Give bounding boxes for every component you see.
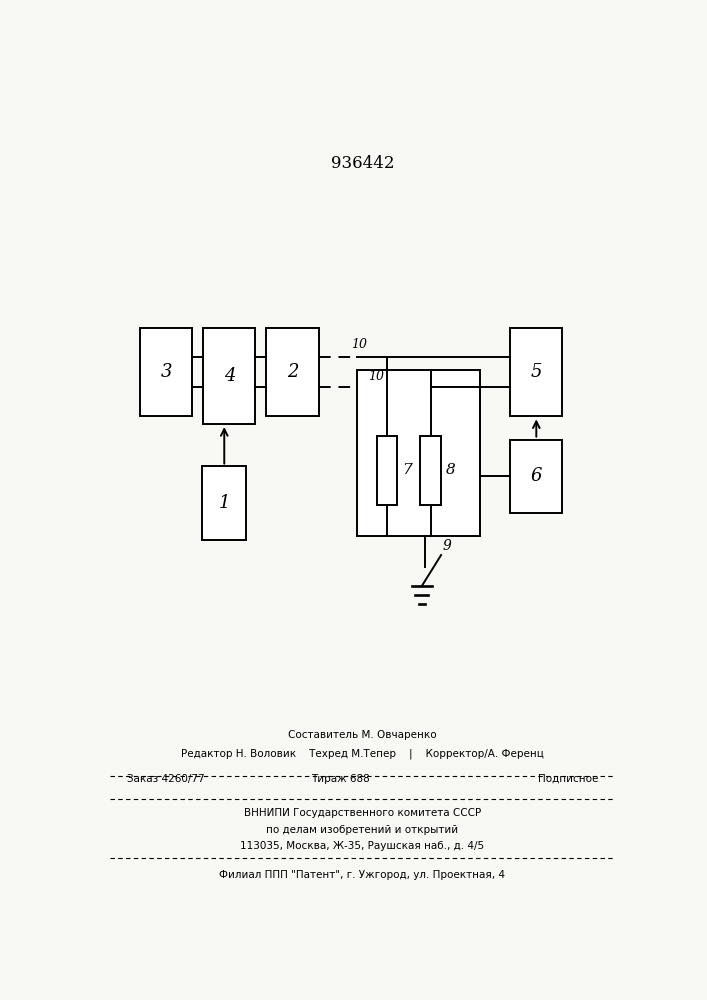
Text: Тираж 688: Тираж 688 [311,774,370,784]
Text: 3: 3 [160,363,173,381]
Bar [421,436,441,505]
Bar [377,436,397,505]
Text: Редактор Н. Воловик    Техред М.Тепер    |    Корректор/А. Ференц: Редактор Н. Воловик Техред М.Тепер | Кор… [181,749,544,759]
Bar [204,328,255,424]
Text: 10: 10 [368,370,384,383]
Text: 1: 1 [218,494,230,512]
Text: ВННИПИ Государственного комитета СССР: ВННИПИ Государственного комитета СССР [244,808,481,818]
Text: 8: 8 [445,463,455,477]
Bar [141,328,192,416]
Text: 5: 5 [530,363,542,381]
Text: по делам изобретений и открытий: по делам изобретений и открытий [267,825,458,835]
Text: Заказ 4260/77: Заказ 4260/77 [127,774,204,784]
Bar [357,370,480,536]
Text: 10: 10 [351,338,368,351]
Text: 936442: 936442 [331,155,394,172]
Bar [510,328,562,416]
Bar [267,328,319,416]
Text: 6: 6 [530,467,542,485]
Text: Филиал ППП "Патент", г. Ужгород, ул. Проектная, 4: Филиал ППП "Патент", г. Ужгород, ул. Про… [219,870,506,880]
Text: 7: 7 [402,463,411,477]
Text: 113035, Москва, Ж-35, Раушская наб., д. 4/5: 113035, Москва, Ж-35, Раушская наб., д. … [240,841,484,851]
Bar [510,440,562,513]
Text: 4: 4 [223,367,235,385]
Text: Составитель М. Овчаренко: Составитель М. Овчаренко [288,730,437,740]
Text: Подписное: Подписное [537,774,598,784]
Bar [202,466,246,540]
Text: 9: 9 [443,539,452,553]
Text: 2: 2 [287,363,298,381]
